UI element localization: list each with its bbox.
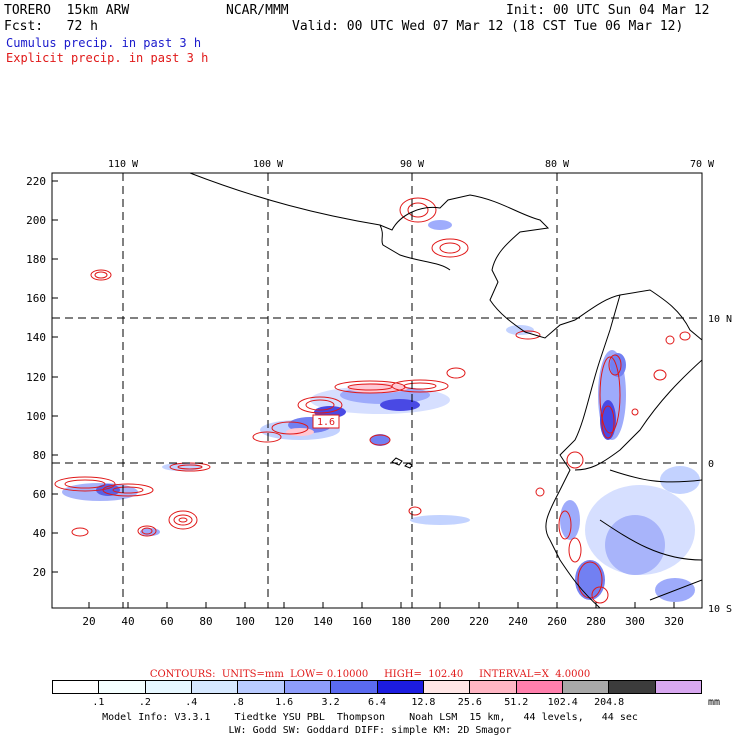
- legend-swatch: [284, 680, 332, 694]
- x-tick-label: 220: [469, 615, 489, 628]
- lat-label-10s: 10 S: [708, 604, 732, 615]
- explicit-precip-label: Explicit precip. in past 3 h: [6, 51, 209, 65]
- legend-label: 3.2: [321, 697, 340, 708]
- x-tick-label: 320: [664, 615, 684, 628]
- plot-area: [52, 173, 702, 608]
- graticule: [52, 173, 702, 608]
- x-tick-label: 80: [199, 615, 212, 628]
- x-tick-label: 300: [625, 615, 645, 628]
- y-tick-label: 100: [26, 410, 46, 423]
- y-axis-ticks: 220 200 180 160 140 120 100 80 60 40 20: [26, 175, 46, 579]
- y-tick-label: 220: [26, 175, 46, 188]
- legend-swatch: [145, 680, 193, 694]
- y-tick-label: 160: [26, 292, 46, 305]
- legend-label: 12.8: [411, 697, 436, 708]
- legend-swatch: [655, 680, 703, 694]
- legend-label: 204.8: [594, 697, 625, 708]
- y-tick-marks: [52, 180, 58, 573]
- x-tick-label: 280: [586, 615, 606, 628]
- physics-info: LW: Godd SW: Goddard DIFF: simple KM: 2D…: [228, 725, 512, 736]
- lon-label-80w: 80 W: [545, 159, 570, 170]
- legend-label: .4: [185, 697, 198, 708]
- legend-swatch: [192, 680, 239, 694]
- legend-swatch: [238, 680, 285, 694]
- model-info: Model Info: V3.3.1 Tiedtke YSU PBL Thomp…: [102, 712, 638, 723]
- valid-time: Valid: 00 UTC Wed 07 Mar 12 (18 CST Tue …: [292, 19, 684, 34]
- x-tick-label: 100: [235, 615, 255, 628]
- legend-label: 25.6: [457, 697, 482, 708]
- lon-label-100w: 100 W: [253, 159, 284, 170]
- legend-swatch: [562, 680, 610, 694]
- y-tick-label: 80: [33, 449, 46, 462]
- coastlines: [189, 173, 702, 608]
- plot-frame: [51, 172, 703, 609]
- y-tick-label: 140: [26, 331, 46, 344]
- x-tick-label: 160: [352, 615, 372, 628]
- legend-swatch: [423, 680, 471, 694]
- init-time: Init: 00 UTC Sun 04 Mar 12: [506, 3, 710, 18]
- x-tick-label: 140: [313, 615, 333, 628]
- y-tick-label: 20: [33, 566, 46, 579]
- lat-label-10n: 10 N: [708, 314, 732, 325]
- lon-label-70w: 70 W: [690, 159, 715, 170]
- contour-box: [312, 414, 340, 429]
- x-tick-label: 240: [508, 615, 528, 628]
- x-tick-label: 120: [274, 615, 294, 628]
- lon-label-110w: 110 W: [108, 159, 139, 170]
- y-tick-label: 180: [26, 253, 46, 266]
- x-tick-marks: [88, 602, 675, 608]
- x-tick-label: 40: [121, 615, 134, 628]
- legend-swatch: [470, 680, 517, 694]
- x-tick-label: 260: [547, 615, 567, 628]
- legend-swatch: [331, 680, 378, 694]
- legend-swatch: [516, 680, 563, 694]
- legend-label: 6.4: [367, 697, 387, 708]
- legend-label: 1.6: [275, 697, 294, 708]
- legend-label: 102.4: [547, 697, 578, 708]
- x-tick-label: 180: [391, 615, 411, 628]
- x-axis-ticks: 20 40 60 80 100 120 140 160 180 200 220 …: [82, 615, 684, 628]
- legend-label: .2: [138, 697, 151, 708]
- x-tick-label: 60: [160, 615, 173, 628]
- y-tick-label: 120: [26, 371, 46, 384]
- lon-label-90w: 90 W: [400, 159, 425, 170]
- legend-swatch: [377, 680, 424, 694]
- legend-label: .1: [92, 697, 105, 708]
- x-tick-label: 200: [430, 615, 450, 628]
- cumulus-shading: [62, 220, 700, 602]
- color-legend: [52, 680, 703, 694]
- contour-box-label: 1.6: [317, 417, 335, 428]
- org-label: NCAR/MMM: [226, 3, 289, 18]
- cumulus-precip-label: Cumulus precip. in past 3 h: [6, 36, 202, 50]
- model-title: TORERO 15km ARW: [4, 3, 130, 18]
- legend-label: 51.2: [504, 697, 529, 708]
- forecast-hour: Fcst: 72 h: [4, 19, 98, 34]
- y-tick-label: 40: [33, 527, 46, 540]
- legend-unit: mm: [708, 697, 721, 708]
- explicit-contours: [54, 197, 691, 604]
- lat-label-0: 0: [708, 459, 714, 470]
- y-tick-label: 60: [33, 488, 46, 501]
- y-tick-label: 200: [26, 214, 46, 227]
- legend-swatch: [609, 680, 656, 694]
- legend-swatch: [99, 680, 146, 694]
- legend-label: .8: [231, 697, 244, 708]
- legend-swatch: [52, 680, 100, 694]
- contour-info: CONTOURS: UNITS=mm LOW= 0.10000 HIGH= 10…: [149, 669, 591, 680]
- x-tick-label: 20: [82, 615, 95, 628]
